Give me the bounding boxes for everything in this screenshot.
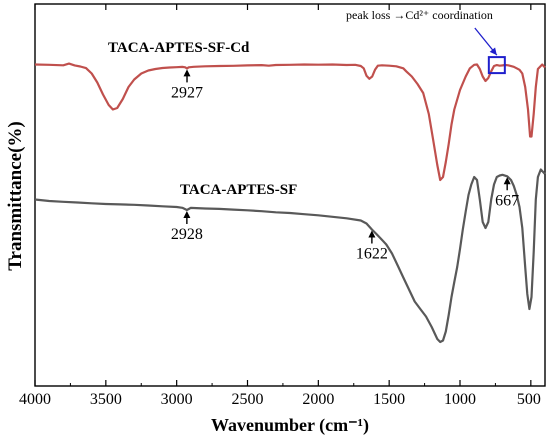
- x-tick-label: 1500: [373, 391, 405, 408]
- x-tick-label: 2000: [302, 391, 334, 408]
- x-tick-label: 500: [517, 391, 541, 408]
- x-axis-tick-labels: 4000 3500 3000 2500 2000 1500 1000 500: [19, 391, 541, 408]
- series-line-cd: [34, 62, 546, 182]
- x-tick-label: 2500: [232, 391, 264, 408]
- series-label-cd: TACA-APTES-SF-Cd: [108, 40, 250, 56]
- y-axis-title: Transmittance(%): [5, 121, 26, 271]
- annotation-arrowhead: [368, 230, 376, 238]
- x-tick-label: 3500: [90, 391, 122, 408]
- x-tick-label: 3000: [161, 391, 193, 408]
- annotation-group: 2927 2928 1622 667: [171, 69, 519, 263]
- series-line-sf: [34, 168, 546, 344]
- x-tick-label: 1000: [444, 391, 476, 408]
- x-axis-ticks: [34, 4, 532, 386]
- annotation-label: 2927: [171, 84, 203, 101]
- peak-note-text: peak loss →Cd²⁺ coordination: [346, 8, 493, 22]
- series-group: [34, 62, 546, 344]
- annotation-arrowhead: [183, 211, 191, 218]
- annotation-label: 1622: [356, 246, 388, 263]
- peak-highlight-box: [487, 56, 506, 75]
- annotation-label: 2928: [171, 226, 203, 243]
- annotation-label: 667: [495, 192, 519, 209]
- x-axis-title: Wavenumber (cm⁻¹): [211, 415, 369, 436]
- plot-frame: [34, 3, 546, 387]
- x-tick-label: 4000: [19, 391, 51, 408]
- annotation-arrowhead: [503, 177, 511, 185]
- peak-note-arrowhead: [489, 47, 497, 56]
- annotation-arrowhead: [183, 69, 191, 77]
- series-label-sf: TACA-APTES-SF: [180, 182, 297, 198]
